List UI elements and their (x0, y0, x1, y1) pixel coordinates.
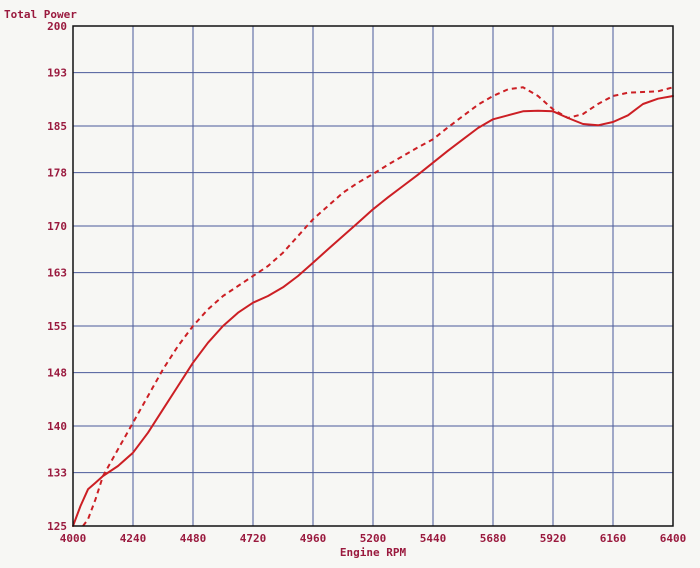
dashed-series-line (82, 86, 674, 527)
grid (72, 25, 674, 527)
y-tick-label: 193 (47, 67, 67, 80)
x-tick-label: 5680 (480, 532, 507, 545)
y-tick-label: 133 (47, 467, 67, 480)
y-tick-label: 178 (47, 167, 67, 180)
tick-labels: 4000 4240 4480 4720 4960 5200 5440 5680 5920 6160… (47, 20, 686, 545)
x-tick-label: 6160 (600, 532, 627, 545)
plot-frame (72, 25, 674, 527)
y-tick-label: 148 (47, 367, 67, 380)
x-tick-label: 6400 (660, 532, 687, 545)
x-tick-label: 5200 (360, 532, 387, 545)
y-tick-label: 163 (47, 267, 67, 280)
x-tick-label: 4480 (180, 532, 207, 545)
y-tick-label: 125 (47, 520, 67, 533)
y-tick-label: 155 (47, 320, 67, 333)
x-tick-label: 4720 (240, 532, 267, 545)
y-axis-title: Total Power (4, 8, 77, 21)
y-tick-label: 185 (47, 120, 67, 133)
x-tick-label: 4960 (300, 532, 327, 545)
y-tick-label: 170 (47, 220, 67, 233)
y-tick-label: 200 (47, 20, 67, 33)
x-axis-title: Engine RPM (340, 546, 407, 559)
series-lines (72, 86, 674, 527)
x-tick-label: 4240 (120, 532, 147, 545)
x-tick-label: 5920 (540, 532, 567, 545)
y-tick-label: 140 (47, 420, 67, 433)
x-tick-label: 4000 (60, 532, 87, 545)
x-tick-label: 5440 (420, 532, 447, 545)
